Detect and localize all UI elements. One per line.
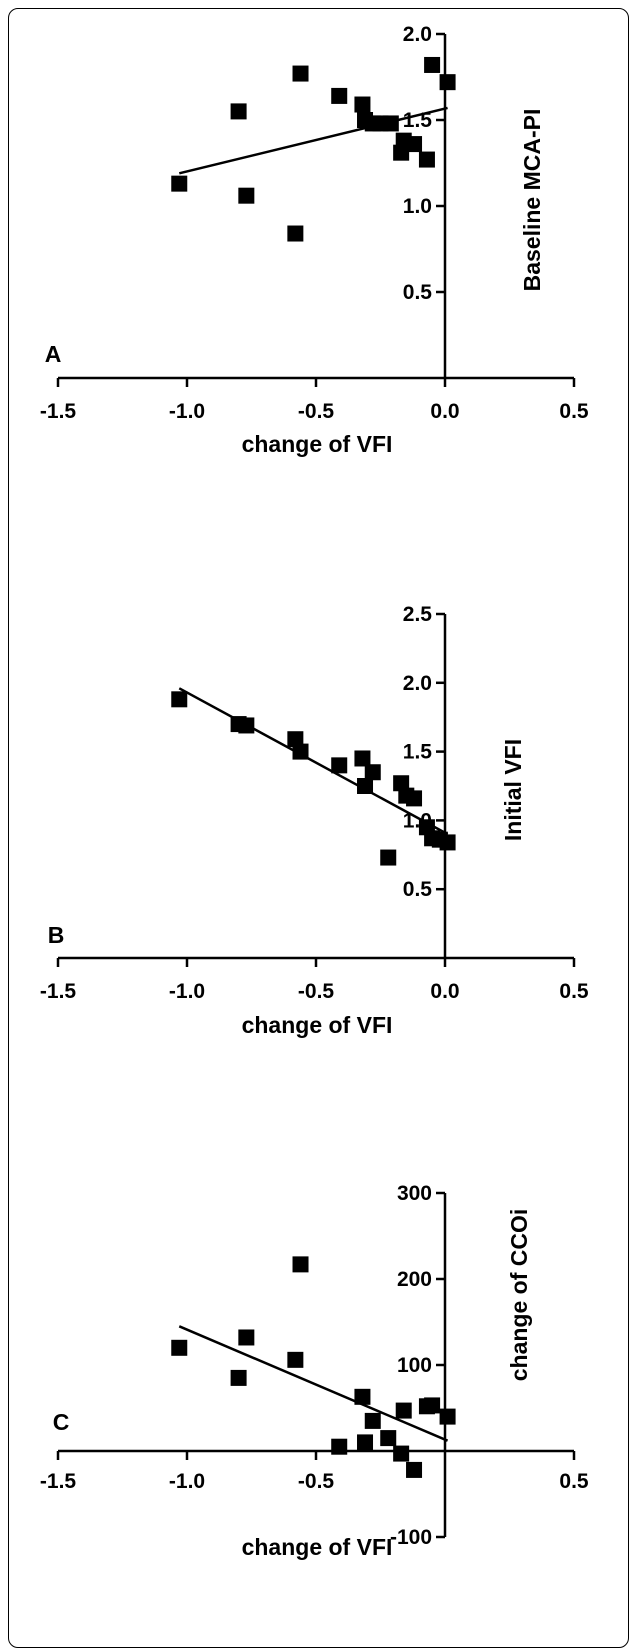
data-point <box>393 1445 410 1462</box>
y-tick-label: 0.5 <box>403 878 433 901</box>
data-point <box>418 151 435 168</box>
data-point <box>354 96 371 113</box>
data-point <box>230 1369 247 1386</box>
regression-line <box>178 687 449 836</box>
data-point <box>380 1430 397 1447</box>
x-tick-label: -1.0 <box>169 400 205 423</box>
x-tick-label: -1.0 <box>169 980 205 1003</box>
x-tick-label: -1.0 <box>169 1470 205 1493</box>
data-point <box>393 144 410 161</box>
x-tick-label: 0.0 <box>430 400 459 423</box>
data-point <box>406 136 423 153</box>
panel-label: C <box>53 1409 70 1435</box>
data-point <box>171 1339 188 1356</box>
y-tick-label: -100 <box>390 1526 432 1549</box>
x-axis-label: change of VFI <box>242 1012 393 1038</box>
data-point <box>424 56 441 73</box>
data-point <box>354 750 371 767</box>
data-point <box>382 115 399 132</box>
x-tick-label: 0.5 <box>559 400 589 423</box>
y-tick-label: 300 <box>397 1182 432 1205</box>
y-tick-label: 2.5 <box>403 603 433 626</box>
x-tick-label: -1.5 <box>40 400 77 423</box>
y-tick-label: 200 <box>397 1268 432 1291</box>
data-point <box>364 1412 381 1429</box>
data-point <box>292 1256 309 1273</box>
panel-label: A <box>45 341 62 367</box>
x-tick-label: 0.5 <box>559 980 589 1003</box>
data-point <box>395 1402 412 1419</box>
panel-label: B <box>48 922 65 948</box>
data-point <box>439 1408 456 1425</box>
data-point <box>357 778 374 794</box>
data-point <box>380 849 397 866</box>
y-tick-label: 2.0 <box>403 672 432 695</box>
y-tick-label: 0.5 <box>403 281 433 304</box>
regression-line <box>178 106 448 175</box>
y-tick-label: 2.0 <box>403 23 432 46</box>
data-point <box>238 717 255 734</box>
data-point <box>331 1438 348 1455</box>
data-point <box>287 225 304 242</box>
y-tick-label: 100 <box>397 1354 432 1377</box>
data-point <box>357 1434 374 1451</box>
x-tick-label: -0.5 <box>298 1470 335 1493</box>
data-point <box>393 775 410 792</box>
data-point <box>287 731 304 748</box>
data-point <box>287 1351 304 1368</box>
regression-line <box>178 1325 449 1442</box>
data-point <box>238 1329 255 1346</box>
y-axis-label: Initial VFI <box>500 739 526 841</box>
data-point <box>406 1461 423 1478</box>
panel-b: -1.5 -1.0 -0.5 0.0 0.50.51.01.52.02.5change … <box>40 603 589 1038</box>
data-point <box>354 1388 371 1405</box>
data-point <box>439 834 456 851</box>
x-tick-label: 0.5 <box>559 1470 589 1493</box>
data-point <box>424 1397 441 1414</box>
data-point <box>171 175 188 192</box>
x-tick-label: -1.5 <box>40 1470 77 1493</box>
y-tick-label: 1.0 <box>403 195 432 218</box>
data-point <box>230 103 247 120</box>
data-point <box>238 187 255 204</box>
data-point <box>292 65 309 82</box>
data-point <box>331 757 348 774</box>
data-point <box>439 74 456 91</box>
x-tick-label: 0.0 <box>430 980 459 1003</box>
data-point <box>171 691 188 708</box>
data-point <box>292 743 309 760</box>
y-axis-label: Baseline MCA-PI <box>519 109 545 292</box>
data-point <box>331 87 348 104</box>
x-axis-label: change of VFI <box>242 431 393 457</box>
x-tick-label: -0.5 <box>298 400 335 423</box>
y-tick-label: 1.5 <box>403 741 433 764</box>
x-axis-label: change of VFI <box>242 1534 393 1560</box>
data-point <box>364 764 381 781</box>
x-tick-label: -1.5 <box>40 980 77 1003</box>
x-tick-label: -0.5 <box>298 980 335 1003</box>
y-axis-label: change of CCOi <box>506 1209 532 1382</box>
data-point <box>406 790 423 807</box>
panel-c: -1.5 -1.0 -0.5 0.5 -100 100 200 300 change of VF… <box>40 1182 589 1560</box>
